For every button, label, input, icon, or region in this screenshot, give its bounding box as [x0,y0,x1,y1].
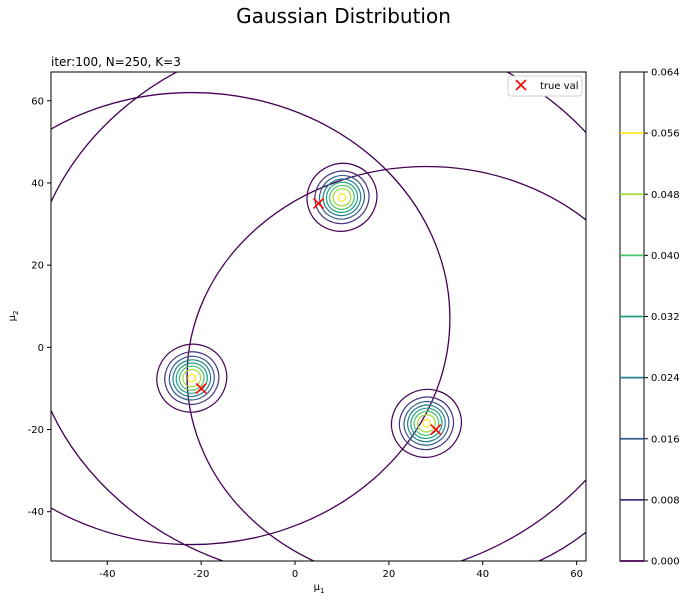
y-tick-label: 20 [31,261,44,272]
legend: true val [507,75,583,97]
true-value-marker [430,423,442,436]
figure-title: Gaussian Distribution [236,4,451,28]
peak-contour-ring [314,170,370,225]
x-tick-label: 40 [476,569,489,580]
y-axis-label: μ2 [7,311,20,322]
peak-contour-ring [410,407,443,440]
peak-contour-ring [182,368,202,388]
peak-contour-ring [329,184,355,210]
broad-contour-ring [51,72,586,561]
colorbar-tick-label: 0.024 [651,373,680,384]
colorbar-tick-label: 0.016 [651,434,680,445]
x-axis-label: μ1 [314,582,325,595]
x-tick-label: -40 [99,569,115,580]
colorbar-tick-label: 0.000 [651,557,680,568]
x-tick-label: -20 [193,569,209,580]
peak-contour-ring [422,419,431,428]
x-tick-label: 60 [570,569,583,580]
true-value-marker [312,197,325,210]
peak-contour-ring [416,414,436,433]
peak-contour-ring [178,365,205,391]
peak-contour-ring [168,355,215,401]
legend-marker-x [515,79,527,91]
plot-frame [50,71,587,562]
broad-contours [51,72,586,561]
colorbar: 0.000 0.008 0.016 0.024 0.032 0.040 0.048 0.056… [619,68,680,568]
peak-contour-ring [164,351,220,406]
peak-contour-ring [172,359,212,398]
y-axis-ticks: -40 -20 0 20 40 60 [28,96,51,518]
peak-contours [156,162,462,458]
colorbar-tick-label: 0.056 [651,129,680,140]
peak-contour-ring [390,388,462,458]
colorbar-tick-label: 0.040 [651,251,680,262]
peak-contour-ring [332,188,352,207]
axes-title: iter:100, N=250, K=3 [51,55,181,69]
peak-contour-ring [187,373,197,383]
peak-contour-ring [337,193,347,202]
x-axis-ticks: -40 -20 0 20 40 60 [99,561,583,580]
colorbar-tick-label: 0.008 [651,495,680,506]
y-tick-label: 60 [31,96,44,107]
plot-area [50,71,587,562]
peak-contour-ring [325,181,359,214]
peak-contour-ring [318,174,365,220]
broad-contour-ring [51,91,451,546]
x-tick-label: 0 [292,569,298,580]
peak-contour-ring [322,178,362,217]
peak-contour-ring [403,400,450,446]
x-tick-label: 20 [383,569,396,580]
true-value-marker [195,382,207,394]
colorbar-tick-label: 0.048 [651,190,680,201]
broad-contour-ring [186,165,586,561]
colorbar-tick-label: 0.032 [651,312,680,323]
x-axis-label-main: μ [314,582,321,593]
y-tick-label: 0 [38,343,44,354]
colorbar-tick-label: 0.064 [651,68,680,79]
legend-label: true val [540,81,579,92]
peak-contour-ring [398,396,455,451]
y-tick-label: -40 [28,507,44,518]
y-tick-label: 40 [31,178,44,189]
peak-contour-ring [407,404,446,443]
peak-contour-ring [156,343,228,413]
y-tick-label: -20 [28,425,44,436]
true-value-markers [195,197,442,436]
legend-box [507,75,583,97]
peak-contour-ring [306,162,378,232]
